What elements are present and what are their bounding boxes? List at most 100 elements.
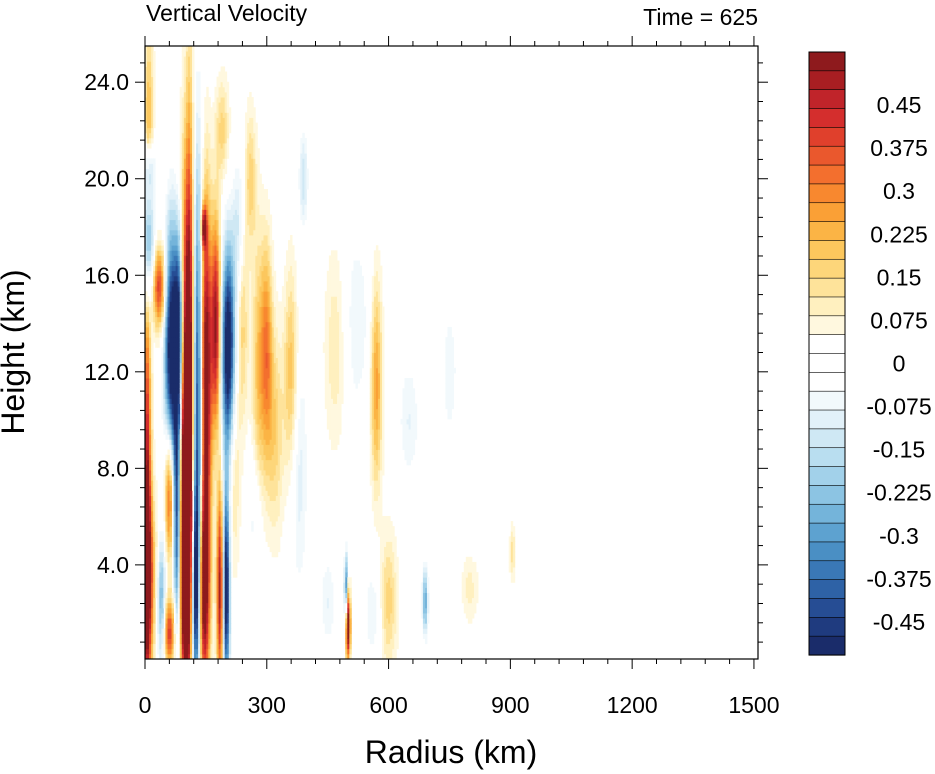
heatmap-cell: [222, 224, 226, 231]
heatmap-cell: [204, 148, 207, 154]
heatmap-cell: [192, 449, 195, 456]
heatmap-cell: [259, 378, 262, 384]
heatmap-cell: [222, 485, 226, 491]
heatmap-cell: [214, 643, 217, 650]
heatmap-cell: [222, 413, 226, 420]
heatmap-cell: [175, 587, 179, 593]
heatmap-cell: [149, 102, 152, 108]
heatmap-cell: [255, 275, 258, 282]
heatmap-cell: [202, 459, 205, 466]
heatmap-cell: [173, 424, 177, 430]
heatmap-cell: [145, 321, 148, 328]
heatmap-cell: [185, 587, 189, 593]
heatmap-cell: [198, 444, 201, 450]
heatmap-cell: [159, 628, 162, 634]
heatmap-cell: [163, 408, 166, 415]
heatmap-cell: [222, 505, 226, 512]
heatmap-cell: [245, 204, 248, 210]
heatmap-cell: [251, 383, 254, 389]
heatmap-cell: [208, 429, 211, 435]
heatmap-cell: [181, 97, 185, 103]
heatmap-cell: [196, 311, 199, 318]
heatmap-cell: [220, 577, 224, 583]
heatmap-cell: [181, 173, 185, 180]
heatmap-cell: [163, 510, 166, 517]
heatmap-cell: [202, 260, 205, 267]
heatmap-cell: [249, 122, 252, 129]
heatmap-cell: [226, 434, 230, 440]
heatmap-cell: [241, 434, 244, 440]
heatmap-cell: [187, 66, 191, 72]
heatmap-cell: [149, 459, 152, 466]
heatmap-cell: [183, 214, 187, 221]
heatmap-cell: [247, 158, 250, 164]
heatmap-cell: [214, 393, 217, 399]
heatmap-cell: [192, 577, 195, 583]
heatmap-cell: [214, 628, 217, 634]
heatmap-cell: [236, 168, 240, 175]
heatmap-cell: [177, 393, 181, 399]
heatmap-cell: [179, 607, 183, 614]
heatmap-cell: [151, 214, 154, 221]
heatmap-cell: [192, 148, 195, 154]
heatmap-cell: [157, 561, 160, 568]
heatmap-cell: [183, 424, 187, 430]
heatmap-cell: [232, 199, 236, 205]
heatmap-cell: [185, 618, 189, 624]
heatmap-cell: [202, 168, 205, 175]
heatmap-cell: [224, 577, 228, 583]
heatmap-cell: [169, 541, 172, 548]
heatmap-cell: [218, 342, 221, 348]
heatmap-cell: [232, 332, 236, 338]
heatmap-cell: [222, 132, 226, 139]
heatmap-cell: [212, 490, 215, 496]
heatmap-cell: [210, 572, 213, 578]
heatmap-cell: [212, 653, 215, 660]
heatmap-cell: [153, 56, 156, 62]
heatmap-cell: [196, 194, 199, 200]
heatmap-cell: [216, 444, 219, 450]
heatmap-cell: [187, 189, 191, 195]
heatmap-cell: [167, 643, 170, 650]
heatmap-cell: [224, 515, 228, 522]
heatmap-cell: [253, 393, 256, 399]
heatmap-cell: [245, 229, 248, 236]
heatmap-cell: [222, 383, 226, 389]
heatmap-cell: [149, 337, 152, 343]
heatmap-cell: [187, 418, 191, 425]
heatmap-cell: [159, 556, 162, 563]
heatmap-cell: [216, 265, 219, 272]
heatmap-cell: [177, 388, 181, 394]
heatmap-cell: [194, 418, 197, 425]
heatmap-cell: [257, 245, 260, 251]
heatmap-cell: [249, 413, 252, 420]
heatmap-cell: [238, 469, 242, 476]
heatmap-cell: [183, 178, 187, 185]
heatmap-cell: [173, 332, 177, 338]
heatmap-cell: [214, 148, 217, 154]
heatmap-cell: [153, 475, 156, 481]
heatmap-cell: [222, 107, 226, 113]
heatmap-cell: [245, 280, 248, 287]
heatmap-cell: [208, 398, 211, 404]
heatmap-cell: [206, 459, 209, 466]
heatmap-cell: [198, 393, 201, 399]
heatmap-cell: [196, 102, 199, 108]
heatmap-cell: [149, 424, 152, 430]
heatmap-cell: [167, 342, 170, 348]
heatmap-cell: [187, 495, 191, 502]
heatmap-cell: [147, 132, 150, 139]
heatmap-cell: [218, 337, 221, 343]
heatmap-cell: [185, 291, 189, 297]
heatmap-cell: [224, 567, 228, 573]
heatmap-cell: [210, 250, 213, 256]
heatmap-cell: [198, 204, 201, 210]
heatmap-cell: [181, 398, 185, 404]
heatmap-cell: [226, 143, 230, 149]
heatmap-cell: [149, 403, 152, 410]
heatmap-cell: [185, 439, 189, 445]
heatmap-cell: [196, 531, 199, 537]
heatmap-cell: [192, 408, 195, 415]
heatmap-cell: [183, 270, 187, 277]
heatmap-cell: [171, 653, 174, 660]
